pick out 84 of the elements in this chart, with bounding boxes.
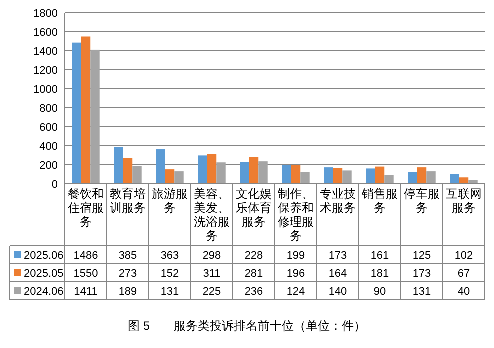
bar bbox=[408, 172, 418, 184]
legend-label: 2025.05 bbox=[24, 268, 64, 280]
bar bbox=[459, 178, 469, 184]
data-label: 181 bbox=[370, 268, 390, 280]
data-label: 102 bbox=[454, 250, 474, 262]
x-tick-label: 停车服务 bbox=[404, 187, 440, 215]
x-tick-label: 互联网服务 bbox=[446, 187, 482, 215]
data-label: 140 bbox=[328, 286, 348, 298]
bar bbox=[198, 156, 208, 184]
data-label: 311 bbox=[203, 268, 221, 280]
bar bbox=[291, 165, 301, 184]
bar bbox=[156, 150, 166, 184]
bar bbox=[468, 180, 478, 184]
data-label: 236 bbox=[244, 286, 264, 298]
bar bbox=[375, 166, 385, 184]
bar bbox=[282, 165, 292, 184]
bar bbox=[417, 168, 427, 184]
data-label: 298 bbox=[202, 250, 222, 262]
data-label: 67 bbox=[458, 268, 470, 280]
bar bbox=[114, 147, 124, 184]
data-label: 173 bbox=[328, 250, 348, 262]
data-label: 281 bbox=[244, 268, 264, 280]
x-tick-label: 销售服务 bbox=[361, 187, 398, 215]
x-tick-label: 专业技术服务 bbox=[320, 187, 356, 215]
y-tick-label: 1200 bbox=[34, 65, 58, 77]
bar bbox=[300, 172, 310, 184]
text: 图 5 服务类投诉排名前十位（单位：件） bbox=[128, 319, 366, 333]
y-tick-label: 1400 bbox=[34, 46, 58, 58]
bar bbox=[342, 170, 352, 184]
data-label: 40 bbox=[458, 286, 470, 298]
bar bbox=[240, 162, 250, 184]
y-tick-label: 1600 bbox=[34, 27, 58, 39]
bar bbox=[324, 168, 334, 184]
y-tick-label: 0 bbox=[52, 179, 58, 191]
bar bbox=[90, 50, 100, 184]
bar bbox=[366, 168, 376, 184]
y-tick-label: 1000 bbox=[34, 84, 58, 96]
legend-label: 2024.06 bbox=[24, 286, 64, 298]
data-label: 131 bbox=[160, 286, 180, 298]
data-label: 196 bbox=[286, 268, 306, 280]
y-tick-label: 400 bbox=[40, 141, 58, 153]
data-label: 189 bbox=[118, 286, 138, 298]
x-tick-label: 美容、美发、洗浴服务 bbox=[194, 187, 230, 243]
data-label: 273 bbox=[118, 268, 138, 280]
y-tick-label: 800 bbox=[40, 103, 58, 115]
data-label: 1411 bbox=[74, 286, 98, 298]
bar bbox=[426, 172, 436, 184]
data-label: 152 bbox=[160, 268, 180, 280]
data-label: 199 bbox=[286, 250, 306, 262]
data-label: 125 bbox=[412, 250, 432, 262]
bar bbox=[384, 175, 394, 184]
x-tick-label: 餐饮和住宿服务 bbox=[67, 187, 104, 229]
data-label: 131 bbox=[412, 286, 432, 298]
legend-label: 2025.06 bbox=[24, 250, 64, 262]
data-label: 385 bbox=[118, 250, 138, 262]
bar bbox=[216, 162, 226, 184]
x-tick-label: 教育培训服务 bbox=[110, 187, 146, 215]
bar bbox=[165, 170, 175, 184]
data-label: 161 bbox=[370, 250, 390, 262]
bar bbox=[207, 154, 217, 184]
data-label: 90 bbox=[374, 286, 386, 298]
y-tick-label: 600 bbox=[40, 122, 58, 134]
bar bbox=[174, 172, 184, 184]
x-tick-label: 制作、保养和修理服务 bbox=[278, 187, 314, 243]
y-tick-label: 1800 bbox=[34, 8, 58, 20]
data-label: 173 bbox=[412, 268, 432, 280]
bar bbox=[72, 42, 82, 184]
x-tick-label: 文化娱乐体育服务 bbox=[236, 187, 272, 229]
data-label: 124 bbox=[286, 286, 306, 298]
bar bbox=[81, 36, 91, 184]
data-label: 363 bbox=[160, 250, 180, 262]
y-tick-label: 200 bbox=[40, 160, 58, 172]
bar bbox=[450, 174, 460, 184]
data-label: 1486 bbox=[74, 250, 98, 262]
data-label: 225 bbox=[202, 286, 222, 298]
bar bbox=[132, 166, 142, 184]
bar bbox=[333, 168, 343, 184]
x-tick-label: 旅游服务 bbox=[152, 187, 188, 215]
data-label: 1550 bbox=[74, 268, 98, 280]
bar bbox=[249, 157, 259, 184]
bar bbox=[258, 162, 268, 184]
data-label: 164 bbox=[328, 268, 348, 280]
bar bbox=[123, 158, 133, 184]
data-label: 228 bbox=[244, 250, 264, 262]
